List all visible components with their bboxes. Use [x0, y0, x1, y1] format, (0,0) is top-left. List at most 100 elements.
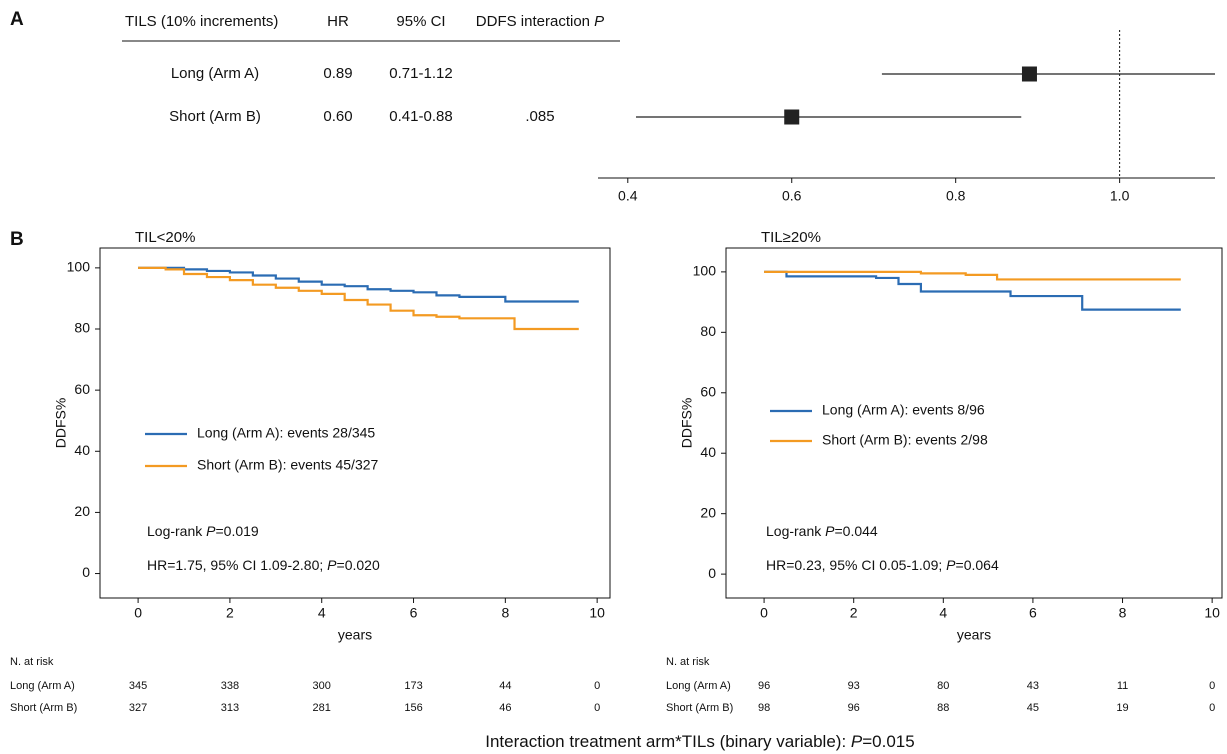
x-tick-label: 10 — [589, 605, 605, 621]
hr-label: 0.60 — [323, 108, 352, 125]
risk-count: 300 — [313, 680, 331, 692]
hr-label: 0.89 — [323, 65, 352, 82]
table-header: TILS (10% increments) — [125, 13, 278, 30]
risk-count: 11 — [1117, 680, 1128, 692]
x-axis-label: years — [957, 627, 991, 643]
y-tick-label: 40 — [700, 444, 716, 460]
annotation-part: HR=0.23, 95% CI 0.05-1.09; — [766, 557, 946, 573]
risk-title: N. at risk — [10, 656, 54, 668]
table-header: DDFS interaction P — [476, 13, 604, 30]
footer: Interaction treatment arm*TILs (binary v… — [485, 732, 914, 751]
risk-count: 345 — [129, 680, 147, 692]
risk-count: 45 — [1027, 702, 1039, 714]
risk-count: 46 — [499, 702, 511, 714]
chart-title: TIL<20% — [135, 229, 195, 246]
p-label: .085 — [525, 108, 554, 125]
risk-count: 96 — [848, 702, 860, 714]
panel-label: B — [10, 229, 24, 250]
risk-count: 173 — [404, 680, 422, 692]
risk-count: 281 — [313, 702, 331, 714]
footer-part: P — [851, 732, 863, 751]
risk-count: 0 — [1209, 680, 1215, 692]
legend-label: Long (Arm A): events 8/96 — [822, 402, 985, 418]
y-tick-label: 80 — [74, 320, 90, 336]
panel-label: A — [10, 9, 24, 30]
annotation-part: =0.019 — [216, 523, 259, 539]
risk-count: 313 — [221, 702, 239, 714]
legend-label: Short (Arm B): events 45/327 — [197, 457, 379, 473]
x-tick-label: 10 — [1204, 605, 1220, 621]
chart-title: TIL≥20% — [761, 229, 821, 246]
ci-label: 0.41-0.88 — [389, 108, 452, 125]
risk-count: 327 — [129, 702, 147, 714]
row-label: Long (Arm A) — [171, 65, 259, 82]
hr-marker — [784, 109, 800, 125]
x-tick-label: 6 — [410, 605, 418, 621]
x-tick-label: 0 — [134, 605, 142, 621]
footer-part: =0.015 — [862, 732, 914, 751]
y-axis-label: DDFS% — [53, 398, 69, 449]
annotation: Log-rank P=0.044 — [766, 523, 878, 539]
risk-count: 88 — [937, 702, 949, 714]
x-tick-label: 0.4 — [618, 188, 638, 204]
annotation-part: =0.020 — [337, 557, 380, 573]
annotation-part: P — [946, 557, 956, 573]
survival-curve — [138, 266, 579, 331]
y-tick-label: 100 — [67, 259, 91, 275]
x-tick-label: 6 — [1029, 605, 1037, 621]
annotation: HR=1.75, 95% CI 1.09-2.80; P=0.020 — [147, 557, 380, 573]
risk-count: 93 — [848, 680, 860, 692]
y-tick-label: 60 — [74, 381, 90, 397]
y-tick-label: 20 — [700, 504, 716, 520]
hr-marker — [1021, 66, 1037, 82]
risk-count: 44 — [499, 680, 511, 692]
risk-count: 156 — [404, 702, 422, 714]
annotation: Log-rank P=0.019 — [147, 523, 259, 539]
y-tick-label: 40 — [74, 442, 90, 458]
risk-row-label: Long (Arm A) — [666, 680, 731, 692]
risk-title: N. at risk — [666, 656, 710, 668]
legend-label: Long (Arm A): events 28/345 — [197, 425, 375, 441]
risk-count: 43 — [1027, 680, 1039, 692]
x-tick-label: 4 — [318, 605, 326, 621]
x-tick-label: 1.0 — [1110, 188, 1130, 204]
survival-curve — [764, 270, 1181, 311]
y-tick-label: 0 — [82, 564, 90, 580]
annotation-part: P — [825, 523, 835, 539]
table-header-part: P — [594, 13, 604, 30]
risk-count: 80 — [937, 680, 949, 692]
table-header: HR — [327, 13, 349, 30]
survival-curve — [764, 270, 1181, 281]
annotation-part: P — [327, 557, 337, 573]
risk-count: 96 — [758, 680, 770, 692]
table-header-part: DDFS interaction — [476, 13, 594, 30]
legend-label: Short (Arm B): events 2/98 — [822, 432, 988, 448]
x-tick-label: 2 — [226, 605, 234, 621]
annotation-part: =0.044 — [835, 523, 878, 539]
annotation: HR=0.23, 95% CI 0.05-1.09; P=0.064 — [766, 557, 999, 573]
table-header: 95% CI — [396, 13, 445, 30]
risk-count: 0 — [594, 680, 600, 692]
x-tick-label: 0 — [760, 605, 768, 621]
x-tick-label: 8 — [501, 605, 509, 621]
x-tick-label: 2 — [850, 605, 858, 621]
plot-frame — [99, 247, 611, 599]
risk-row-label: Short (Arm B) — [10, 702, 77, 714]
x-axis-label: years — [338, 627, 372, 643]
annotation-part: HR=1.75, 95% CI 1.09-2.80; — [147, 557, 327, 573]
annotation-part: =0.064 — [956, 557, 999, 573]
risk-count: 338 — [221, 680, 239, 692]
y-tick-label: 100 — [693, 263, 717, 279]
x-tick-label: 0.6 — [782, 188, 802, 204]
x-tick-label: 8 — [1119, 605, 1127, 621]
x-tick-label: 0.8 — [946, 188, 966, 204]
ci-label: 0.71-1.12 — [389, 65, 452, 82]
y-tick-label: 20 — [74, 503, 90, 519]
footer-part: Interaction treatment arm*TILs (binary v… — [485, 732, 851, 751]
plot-frame — [725, 247, 1223, 599]
y-tick-label: 60 — [700, 383, 716, 399]
risk-count: 0 — [594, 702, 600, 714]
y-tick-label: 0 — [708, 565, 716, 581]
row-label: Short (Arm B) — [169, 108, 261, 125]
